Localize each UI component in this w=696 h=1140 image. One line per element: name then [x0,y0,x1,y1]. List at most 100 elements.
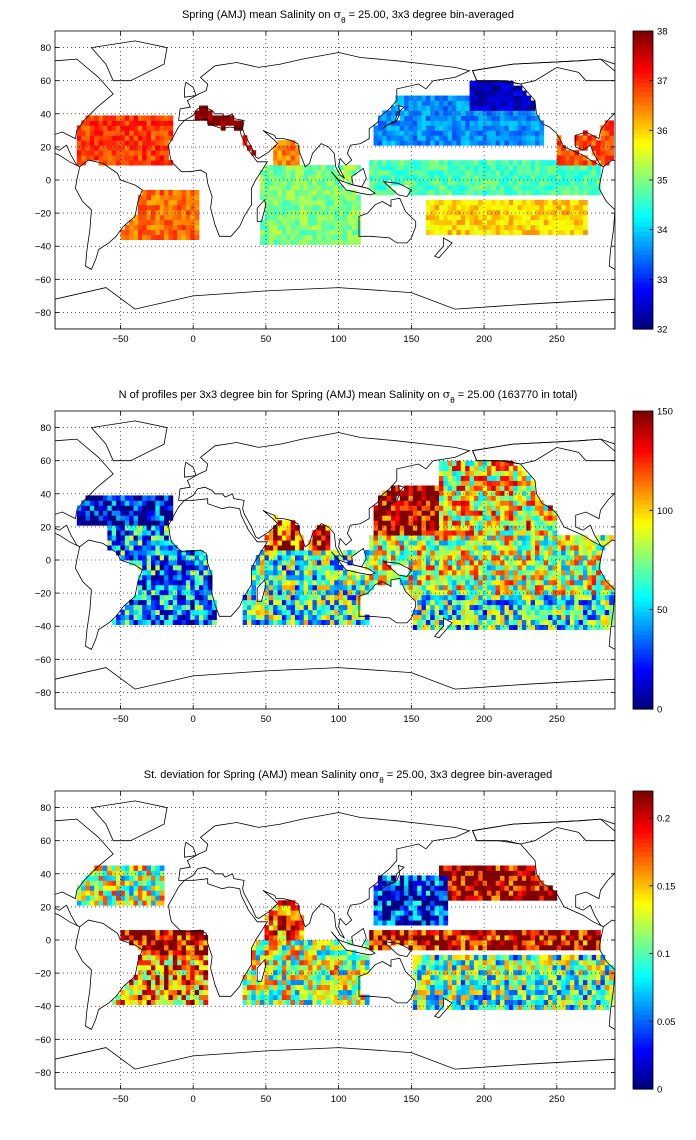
heatmap-cell [395,555,401,561]
coastline [184,461,197,478]
heatmap-cell [517,579,523,586]
heatmap-cell [273,145,278,151]
heatmap-cell [587,540,593,546]
heatmap-cell [268,935,274,941]
heatmap-cell [142,560,148,566]
heatmap-cell [137,120,143,126]
heatmap-cell [439,490,444,496]
heatmap-cell [452,515,457,521]
heatmap-cell [526,555,532,561]
heatmap-cell [273,619,278,625]
heatmap-cell [421,165,427,171]
heatmap-cell [408,584,414,591]
heatmap-cell [168,515,174,521]
heatmap-cell [194,579,200,586]
heatmap-cell [430,540,436,546]
heatmap-cell [434,135,440,141]
coastline [55,287,615,329]
heatmap-cell [146,209,152,216]
heatmap-cell [452,110,457,116]
heatmap-cell [430,619,436,625]
heatmap-cell [343,175,348,181]
heatmap-cell [172,214,178,221]
heatmap-cell [504,140,510,146]
heatmap-cell [190,589,196,596]
heatmap-cell [94,115,100,121]
heatmap-cell [513,500,518,506]
heatmap-cell [421,530,427,536]
heatmap-cell [181,994,187,1000]
heatmap-cell [377,515,383,521]
heatmap-cell [242,979,248,986]
heatmap-cell [469,584,475,591]
heatmap-cell [604,609,610,616]
heatmap-cell [469,80,475,87]
colorbar-swatch [633,249,653,256]
heatmap-cell [508,515,514,521]
heatmap-cell [417,95,422,101]
heatmap-cell [107,160,113,166]
heatmap-cell [290,569,296,576]
heatmap-cell [212,604,217,611]
heatmap-cell [142,979,148,986]
heatmap-cell [316,234,322,240]
heatmap-cell [473,105,479,111]
heatmap-cell [447,175,453,181]
heatmap-cell [495,604,501,611]
heatmap-cell [85,115,91,121]
heatmap-cell [137,505,143,511]
heatmap-cell [521,130,527,136]
heatmap-cell [133,510,139,516]
heatmap-cell [164,940,169,946]
heatmap-cell [343,614,348,620]
heatmap-cell [199,949,204,956]
heatmap-cell [151,604,156,611]
heatmap-cell [107,125,113,131]
heatmap-cell [142,865,148,871]
heatmap-cell [137,540,143,546]
heatmap-cell [260,175,265,181]
heatmap-cell [199,594,204,601]
heatmap-cell [591,135,597,141]
heatmap-cell [321,599,326,606]
colorbar-swatch [633,662,653,668]
heatmap-cell [312,619,318,625]
heatmap-cell [172,545,178,551]
heatmap-cell [460,165,466,171]
heatmap-cell [417,495,422,501]
heatmap-cell [399,115,405,121]
heatmap-cell [334,550,340,556]
heatmap-cell [194,204,200,211]
heatmap-cell [286,619,292,625]
heatmap-cell [465,564,470,571]
heatmap-cell [347,189,353,196]
heatmap-cell [264,564,270,571]
heatmap-cell [386,170,392,176]
heatmap-cell [408,560,414,566]
heatmap-cell [513,229,518,236]
heatmap-cell [303,170,309,176]
heatmap-cell [299,170,305,176]
heatmap-cell [460,500,466,506]
heatmap-cell [495,579,501,586]
heatmap-cell [159,974,165,981]
colorbar-swatch [633,480,653,487]
heatmap-cell [268,944,274,951]
heatmap-cell [434,579,440,586]
heatmap-cell [303,589,309,596]
heatmap-cell [133,594,139,601]
heatmap-cell [159,224,165,231]
heatmap-cell [329,224,335,231]
heatmap-cell [168,959,174,966]
heatmap-cell [377,560,383,566]
heatmap-cell [408,100,414,106]
heatmap-cell [98,495,104,501]
heatmap-cell [421,95,427,101]
heatmap-cell [107,155,113,161]
heatmap-cell [417,100,422,106]
heatmap-cell [508,170,514,176]
heatmap-cell [264,579,270,586]
heatmap-cell [548,510,553,516]
heatmap-cell [456,475,462,481]
heatmap-cell [242,974,248,981]
